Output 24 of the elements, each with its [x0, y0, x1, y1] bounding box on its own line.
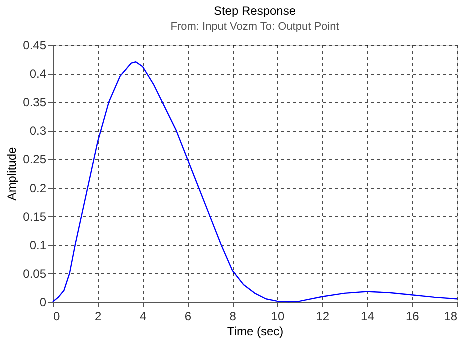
x-tick-label: 12	[316, 310, 330, 324]
chart-title: Step Response	[214, 4, 296, 18]
y-tick-label: 0.4	[30, 67, 47, 82]
x-tick-label: 6	[184, 310, 192, 324]
x-tick-label: 18	[444, 310, 458, 324]
y-tick-label: 0.15	[23, 210, 47, 224]
x-tick-label: 4	[140, 310, 147, 324]
x-tick-label: 16	[406, 310, 420, 324]
y-tick-label: 0.35	[23, 96, 47, 110]
x-tick-label: 10	[271, 310, 285, 324]
x-tick-label: 8	[230, 310, 237, 324]
y-tick-label: 0.25	[23, 152, 47, 167]
x-tick-label: 14	[361, 310, 375, 324]
y-tick-label: 0.2	[30, 181, 47, 196]
y-tick-label: 0.1	[30, 238, 47, 252]
x-tick-label: 0	[54, 310, 60, 324]
y-axis-title: Amplitude	[5, 147, 20, 201]
y-tick-label: 0	[40, 296, 47, 310]
x-axis-title: Time (sec)	[227, 324, 284, 338]
y-tick-label: 0.3	[30, 124, 47, 138]
chart-subtitle: From: Input Vozm To: Output Point	[170, 21, 340, 33]
y-tick-label: 0.05	[23, 266, 47, 281]
x-tick-label: 2	[95, 310, 102, 324]
y-tick-label: 0.45	[23, 38, 47, 52]
